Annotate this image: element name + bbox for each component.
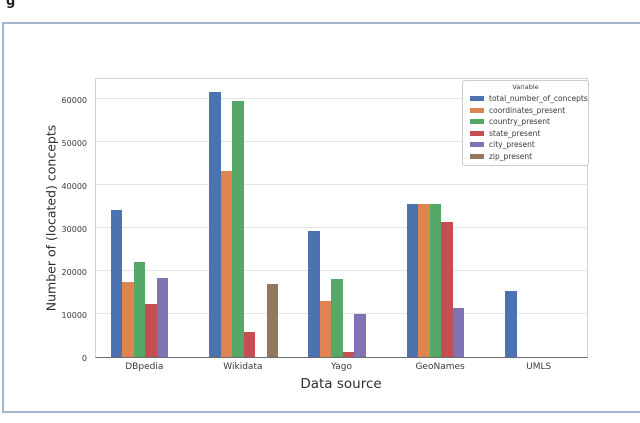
x-tick-label-dbpedia: DBpedia xyxy=(125,362,164,372)
gridline-y-50000 xyxy=(96,140,587,142)
legend-item-state_present: state_present xyxy=(463,128,588,140)
legend-swatch-icon xyxy=(470,153,484,159)
y-tick-label-60000: 60000 xyxy=(61,95,87,105)
y-tick-label-10000: 10000 xyxy=(61,310,87,320)
legend-item-country_present: country_present xyxy=(463,116,588,128)
legend: Variable total_number_of_concepts coordin… xyxy=(462,80,589,166)
y-axis-ticks: 0 10000 20000 30000 40000 50000 60000 xyxy=(4,78,91,363)
x-axis-ticks: DBpedia Wikidata Yago GeoNames UMLS xyxy=(95,362,588,374)
bar-wikidata-state_present xyxy=(243,331,256,357)
bar-geonames-state_present xyxy=(441,221,453,357)
y-tick-label-0: 0 xyxy=(81,354,87,363)
bar-dbpedia-country_present xyxy=(133,261,146,357)
bar-umls-total_number_of_concepts xyxy=(505,291,517,357)
legend-items: total_number_of_concepts coordinates_pres… xyxy=(463,93,588,162)
legend-swatch-icon xyxy=(470,96,484,102)
y-tick-label-50000: 50000 xyxy=(61,138,87,148)
x-axis-label: Data source xyxy=(300,376,382,392)
legend-label: coordinates_present xyxy=(489,105,566,115)
gridline-y-30000 xyxy=(96,226,587,228)
gridline-y-60000 xyxy=(96,97,587,99)
bar-dbpedia-state_present xyxy=(145,304,157,357)
legend-swatch-icon xyxy=(470,130,484,136)
bar-yago-total_number_of_concepts xyxy=(308,230,320,357)
bar-yago-city_present xyxy=(354,313,366,357)
legend-swatch-icon xyxy=(470,107,484,113)
bar-wikidata-country_present xyxy=(232,101,244,357)
cropped-caption-text: g xyxy=(6,0,16,9)
legend-label: city_present xyxy=(489,140,535,150)
bar-geonames-country_present xyxy=(429,204,442,357)
bar-wikidata-total_number_of_concepts xyxy=(209,92,221,357)
gridline-y-20000 xyxy=(96,269,587,271)
y-tick-label-30000: 30000 xyxy=(61,224,87,234)
legend-swatch-icon xyxy=(470,142,484,148)
bar-yago-state_present xyxy=(342,351,354,357)
bar-wikidata-coordinates_present xyxy=(220,171,233,357)
legend-item-zip_present: zip_present xyxy=(463,151,588,163)
legend-label: zip_present xyxy=(489,151,533,161)
y-tick-label-40000: 40000 xyxy=(61,181,87,191)
legend-label: country_present xyxy=(489,117,550,127)
legend-label: total_number_of_concepts xyxy=(489,94,588,104)
y-tick-label-20000: 20000 xyxy=(61,267,87,277)
legend-item-coordinates_present: coordinates_present xyxy=(463,105,588,117)
legend-item-city_present: city_present xyxy=(463,139,588,151)
x-tick-label-geonames: GeoNames xyxy=(415,362,465,372)
legend-label: state_present xyxy=(489,128,541,138)
legend-swatch-icon xyxy=(470,119,484,125)
gridline-y-40000 xyxy=(96,183,587,185)
legend-title: Variable xyxy=(512,83,539,91)
bar-dbpedia-coordinates_present xyxy=(122,282,134,357)
legend-item-total_number_of_concepts: total_number_of_concepts xyxy=(463,93,588,105)
bar-yago-country_present xyxy=(331,278,343,357)
bar-geonames-city_present xyxy=(452,307,465,357)
bar-geonames-coordinates_present xyxy=(418,204,430,357)
x-tick-label-yago: Yago xyxy=(331,362,352,372)
bar-wikidata-zip_present xyxy=(266,283,279,357)
bar-yago-coordinates_present xyxy=(319,301,331,357)
bar-dbpedia-total_number_of_concepts xyxy=(110,209,123,357)
figure-frame: Number of (located) concepts 0 10000 20000… xyxy=(2,22,640,413)
x-tick-label-wikidata: Wikidata xyxy=(223,362,263,372)
x-tick-label-umls: UMLS xyxy=(526,362,552,372)
bar-dbpedia-city_present xyxy=(156,277,169,357)
bar-geonames-total_number_of_concepts xyxy=(406,204,419,357)
